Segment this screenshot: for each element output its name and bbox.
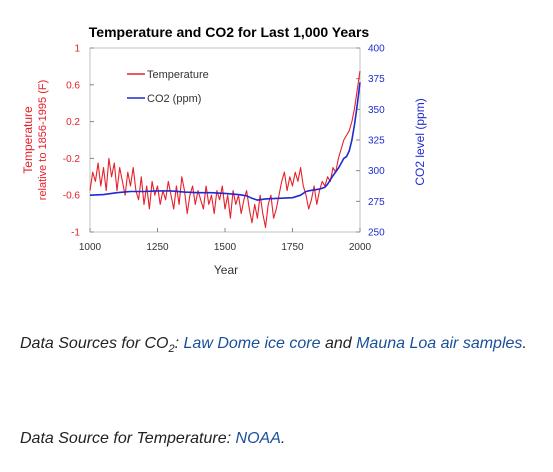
co2-series-line <box>89 82 361 201</box>
right-tick-label: 275 <box>368 197 385 208</box>
right-tick-label: 375 <box>368 74 385 85</box>
x-tick-label: 1750 <box>281 242 304 253</box>
co2-sources-and: and <box>324 335 352 352</box>
x-axis-label: Year <box>214 263 238 277</box>
chart-title: Temperature and CO2 for Last 1,000 Years <box>89 24 370 40</box>
mauna-loa-link[interactable]: Mauna Loa air samples <box>356 335 523 352</box>
right-tick-label: 325 <box>368 136 385 147</box>
right-tick-label: 400 <box>368 44 385 55</box>
left-tick-label: 1 <box>74 44 80 55</box>
series-layer <box>89 70 361 228</box>
right-tick-label: 350 <box>368 105 385 116</box>
co2-sources-prefix: Data Sources for CO <box>20 335 169 352</box>
right-tick-label: 300 <box>368 166 385 177</box>
legend-temperature-label: Temperature <box>147 69 209 81</box>
noaa-link[interactable]: NOAA <box>235 430 281 447</box>
co2-sources-colon: : <box>174 335 180 352</box>
x-tick-label: 1000 <box>79 242 102 253</box>
x-tick-label: 1500 <box>214 242 237 253</box>
left-axis-label-line2: relative to 1856-1995 (F) <box>37 80 49 200</box>
left-tick-label: 0.2 <box>66 117 80 128</box>
co2-data-sources: Data Sources for CO2: Law Dome ice core … <box>20 326 540 367</box>
left-axis-ticks: 1 0.6 0.2 -0.2 -0.6 -1 <box>63 44 94 239</box>
x-tick-label: 2000 <box>349 242 372 253</box>
left-tick-label: -0.2 <box>63 154 81 165</box>
legend-co2-label: CO2 (ppm) <box>147 93 201 105</box>
temperature-series-line <box>89 70 361 228</box>
left-tick-label: 0.6 <box>66 80 80 91</box>
x-axis-ticks: 1000 1250 1500 1750 2000 <box>79 228 372 253</box>
temperature-source-prefix: Data Source for Temperature: <box>20 430 232 447</box>
left-axis-label-line1: Temperature <box>21 106 35 174</box>
temperature-data-source: Data Source for Temperature: NOAA. <box>20 421 540 457</box>
co2-subscript: 2 <box>168 343 175 356</box>
left-tick-label: -1 <box>71 228 80 239</box>
co2-sources-end: . <box>522 335 527 352</box>
legend: Temperature CO2 (ppm) <box>127 69 209 105</box>
temperature-co2-chart: Temperature and CO2 for Last 1,000 Years… <box>21 24 427 277</box>
temperature-source-end: . <box>280 430 286 447</box>
right-axis-label: CO2 level (ppm) <box>413 98 427 185</box>
left-axis-label: Temperature relative to 1856-1995 (F) <box>21 80 49 200</box>
left-tick-label: -0.6 <box>63 191 81 202</box>
x-tick-label: 1250 <box>146 242 169 253</box>
right-tick-label: 250 <box>368 228 385 239</box>
law-dome-link[interactable]: Law Dome ice core <box>183 335 321 352</box>
